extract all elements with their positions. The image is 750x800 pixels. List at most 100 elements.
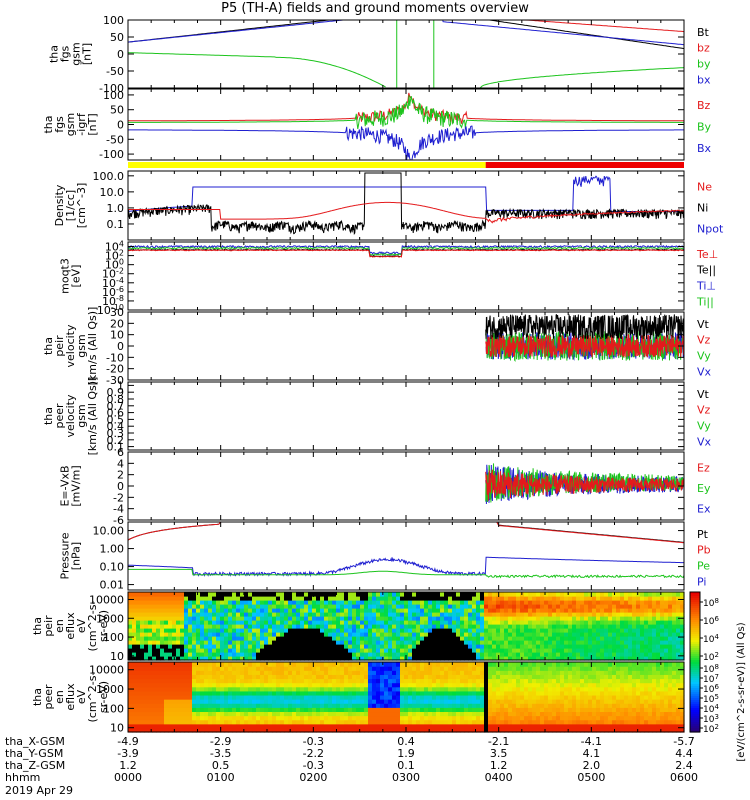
spectrogram-cell [144, 707, 149, 713]
spectrogram-cell [356, 723, 361, 729]
spectrogram-cell [280, 715, 285, 721]
spectrogram-cell [240, 715, 245, 721]
spectrogram-cell [172, 596, 177, 601]
spectrogram-cell [264, 707, 269, 713]
spectrogram-cell [508, 686, 513, 692]
spectrogram-cell [600, 644, 605, 649]
spectrogram-cell [144, 644, 149, 649]
spectrogram-cell [188, 678, 193, 684]
spectrogram-cell [548, 648, 553, 653]
spectrogram-cell [676, 596, 681, 601]
spectrogram-cell [456, 678, 461, 684]
spectrogram-cell [436, 656, 441, 661]
spectrogram-cell [232, 707, 237, 713]
spectrogram-cell [672, 640, 677, 645]
spectrogram-cell [508, 662, 513, 667]
spectrogram-cell [396, 656, 401, 661]
spectrogram-cell [548, 715, 553, 721]
spectrogram-cell [348, 632, 353, 637]
spectrogram-cell [528, 670, 533, 675]
spectrogram-cell [412, 600, 417, 605]
spectrogram-cell [544, 694, 549, 700]
spectrogram-cell [552, 670, 557, 675]
spectrogram-cell [504, 682, 509, 688]
spectrogram-cell [440, 674, 445, 680]
spectrogram-cell [488, 670, 493, 675]
spectrogram-cell [228, 662, 233, 667]
spectrogram-cell [452, 690, 457, 696]
spectrogram-cell [636, 608, 641, 613]
spectrogram-cell [544, 674, 549, 680]
spectrogram-cell [680, 656, 685, 661]
spectrogram-cell [340, 612, 345, 617]
spectrogram-cell [172, 636, 177, 641]
spectrogram-cell [328, 678, 333, 684]
spectrogram-cell [544, 620, 549, 625]
spectrogram-cell [424, 723, 429, 729]
spectrogram-cell [372, 648, 377, 653]
spectrogram-cell [628, 652, 633, 657]
spectrogram-cell [308, 666, 313, 671]
spectrogram-cell [384, 699, 389, 704]
spectrogram-cell [552, 652, 557, 657]
spectrogram-cell [660, 628, 665, 633]
spectrogram-cell [504, 719, 509, 725]
spectrogram-cell [308, 600, 313, 605]
spectrogram-cell [604, 636, 609, 641]
spectrogram-cell [348, 727, 353, 733]
spectrogram-cell [548, 662, 553, 667]
spectrogram-cell [284, 632, 289, 637]
spectrogram-cell [448, 596, 453, 601]
spectrogram-cell [660, 600, 665, 605]
y-axis-label-line: (cm^2-s- [86, 601, 99, 652]
date-label: 2019 Apr 29 [5, 784, 74, 797]
spectrogram-cell [516, 612, 521, 617]
spectrogram-cell [348, 682, 353, 688]
spectrogram-cell [416, 666, 421, 671]
spectrogram-cell [188, 674, 193, 680]
spectrogram-cell [340, 703, 345, 708]
spectrogram-cell [176, 620, 181, 625]
spectrogram-cell [360, 612, 365, 617]
spectrogram-cell [580, 604, 585, 609]
spectrogram-cell [628, 648, 633, 653]
spectrogram-cell [552, 690, 557, 696]
spectrogram-cell [300, 682, 305, 688]
spectrogram-cell [144, 703, 149, 708]
spectrogram-cell [272, 719, 277, 725]
spectrogram-cell [240, 662, 245, 667]
spectrogram-cell [248, 690, 253, 696]
spectrogram-cell [308, 596, 313, 601]
spectrogram-cell [572, 592, 577, 597]
spectrogram-cell [324, 686, 329, 692]
spectrogram-cell [508, 652, 513, 657]
spectrogram-cell [244, 596, 249, 601]
spectrogram-cell [132, 652, 137, 657]
spectrogram-cell [212, 670, 217, 675]
spectrogram-cell [196, 678, 201, 684]
spectrogram-cell [236, 632, 241, 637]
spectrogram-cell [568, 636, 573, 641]
spectrogram-cell [600, 604, 605, 609]
spectrogram-cell [440, 600, 445, 605]
spectrogram-cell [480, 686, 485, 692]
spectrogram-cell [356, 711, 361, 717]
spectrogram-cell [284, 686, 289, 692]
spectrogram-cell [328, 604, 333, 609]
spectrogram-cell [372, 608, 377, 613]
spectrogram-cell [368, 636, 373, 641]
spectrogram-cell [128, 699, 133, 704]
spectrogram-cell [268, 727, 273, 733]
spectrogram-cell [448, 662, 453, 667]
spectrogram-cell [568, 608, 573, 613]
spectrogram-cell [208, 648, 213, 653]
y-tick-label: 10 [110, 650, 124, 663]
spectrogram-cell [228, 608, 233, 613]
spectrogram-cell [204, 666, 209, 671]
spectrogram-cell [292, 711, 297, 717]
spectrogram-cell [420, 632, 425, 637]
spectrogram-cell [388, 600, 393, 605]
spectrogram-cell [504, 656, 509, 661]
spectrogram-cell [528, 727, 533, 733]
spectrogram-cell [240, 690, 245, 696]
